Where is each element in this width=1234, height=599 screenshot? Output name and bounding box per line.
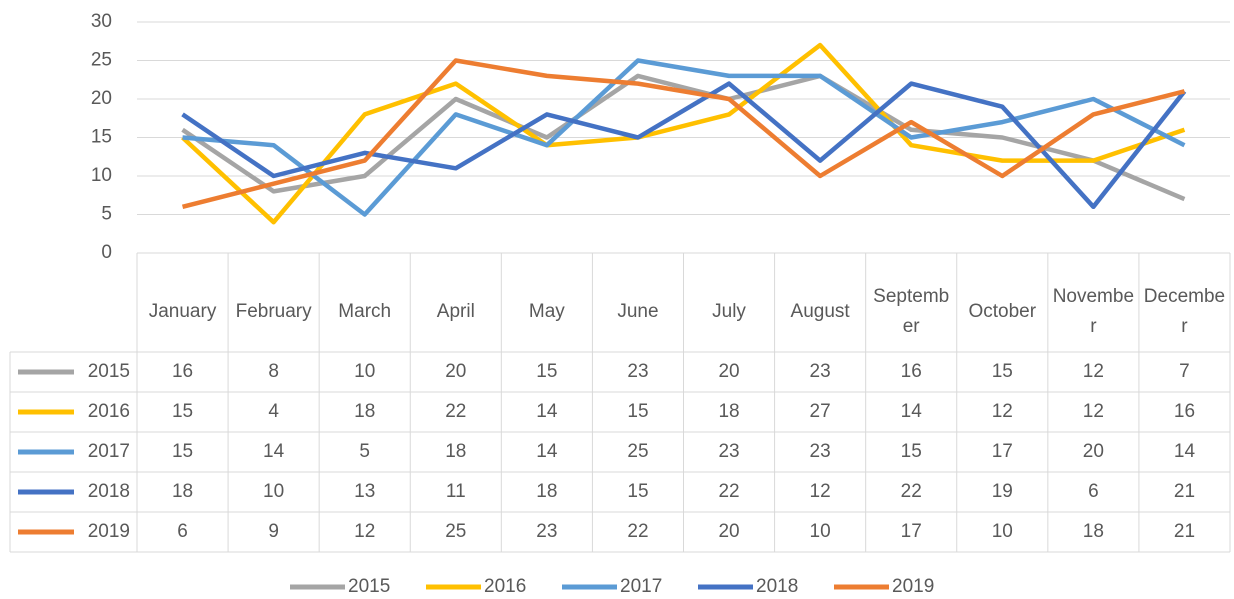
legend-label: 2015 bbox=[88, 361, 130, 382]
table-value: 17 bbox=[992, 441, 1013, 462]
table-value: 15 bbox=[627, 481, 648, 502]
table-value: 15 bbox=[992, 361, 1013, 382]
table-value: 23 bbox=[627, 361, 648, 382]
x-tick-label: May bbox=[528, 300, 565, 322]
table-value: 10 bbox=[263, 481, 284, 502]
table-value: 20 bbox=[718, 361, 739, 382]
table-value: 18 bbox=[718, 401, 739, 422]
legend-label: 2018 bbox=[756, 576, 798, 597]
series-line bbox=[182, 58, 1186, 217]
y-tick-label: 10 bbox=[91, 165, 112, 186]
table-value: 15 bbox=[901, 441, 922, 462]
legend-label: 2018 bbox=[88, 481, 130, 502]
table-value: 22 bbox=[718, 481, 739, 502]
y-tick-label: 30 bbox=[91, 11, 112, 32]
table-value: 15 bbox=[536, 361, 557, 382]
series-line bbox=[181, 42, 1186, 225]
legend-label: 2016 bbox=[88, 401, 130, 422]
table-value: 22 bbox=[445, 401, 466, 422]
table-value: 14 bbox=[263, 441, 285, 462]
table-value: 22 bbox=[901, 481, 922, 502]
x-tick-label: March bbox=[338, 300, 392, 322]
table-value: 18 bbox=[1083, 521, 1104, 542]
table-value: 18 bbox=[536, 481, 557, 502]
x-tick-label: January bbox=[148, 300, 217, 322]
table-value: 23 bbox=[718, 441, 739, 462]
table-value: 14 bbox=[536, 401, 558, 422]
table-value: 14 bbox=[1174, 441, 1196, 462]
table-value: 11 bbox=[446, 481, 466, 502]
table-value: 19 bbox=[992, 481, 1013, 502]
y-tick-label: 5 bbox=[101, 204, 112, 225]
table-value: 23 bbox=[536, 521, 557, 542]
legend-label: 2019 bbox=[88, 521, 130, 542]
table-value: 14 bbox=[901, 401, 923, 422]
table-value: 15 bbox=[627, 401, 648, 422]
x-tick-label: August bbox=[790, 300, 850, 322]
table-value: 27 bbox=[810, 401, 831, 422]
legend-label: 2017 bbox=[88, 441, 130, 462]
table-value: 21 bbox=[1174, 521, 1195, 542]
table-value: 10 bbox=[354, 361, 375, 382]
x-tick-label: June bbox=[617, 300, 659, 322]
table-value: 21 bbox=[1174, 481, 1195, 502]
table-value: 12 bbox=[810, 481, 831, 502]
table-value: 20 bbox=[1083, 441, 1104, 462]
legend-label: 2019 bbox=[892, 576, 934, 597]
legend-label: 2015 bbox=[348, 576, 390, 597]
x-tick-label: April bbox=[436, 300, 475, 322]
table-value: 15 bbox=[172, 401, 193, 422]
y-tick-label: 0 bbox=[101, 242, 112, 263]
y-tick-label: 20 bbox=[91, 88, 112, 109]
table-value: 20 bbox=[718, 521, 739, 542]
table-value: 14 bbox=[536, 441, 558, 462]
table-value: 25 bbox=[445, 521, 466, 542]
x-tick-label: July bbox=[712, 300, 746, 322]
series-line bbox=[181, 58, 1186, 209]
y-tick-label: 25 bbox=[91, 50, 112, 71]
table-value: 17 bbox=[901, 521, 922, 542]
table-value: 12 bbox=[354, 521, 375, 542]
series-line bbox=[181, 81, 1187, 210]
x-tick-label: November bbox=[1052, 285, 1135, 337]
table-value: 20 bbox=[445, 361, 466, 382]
series-line bbox=[181, 73, 1186, 202]
table-value: 18 bbox=[445, 441, 466, 462]
table-value: 6 bbox=[177, 521, 188, 542]
table-value: 16 bbox=[172, 361, 193, 382]
table-value: 13 bbox=[354, 481, 375, 502]
x-tick-label: December bbox=[1143, 285, 1226, 337]
table-value: 12 bbox=[1083, 401, 1104, 422]
table-value: 16 bbox=[901, 361, 922, 382]
table-value: 12 bbox=[1083, 361, 1104, 382]
table-value: 23 bbox=[810, 441, 831, 462]
table-value: 18 bbox=[172, 481, 193, 502]
y-tick-label: 15 bbox=[91, 127, 112, 148]
table-value: 16 bbox=[1174, 401, 1195, 422]
table-value: 10 bbox=[810, 521, 831, 542]
table-value: 5 bbox=[359, 441, 370, 462]
legend-label: 2017 bbox=[620, 576, 662, 597]
x-tick-label: October bbox=[968, 300, 1037, 322]
x-tick-label: February bbox=[235, 300, 312, 322]
table-value: 12 bbox=[992, 401, 1013, 422]
table-value: 8 bbox=[268, 361, 279, 382]
table-value: 15 bbox=[172, 441, 193, 462]
table-value: 25 bbox=[627, 441, 648, 462]
table-value: 18 bbox=[354, 401, 375, 422]
table-value: 23 bbox=[810, 361, 831, 382]
table-value: 7 bbox=[1179, 361, 1190, 382]
table-value: 6 bbox=[1088, 481, 1099, 502]
x-tick-label: September bbox=[873, 285, 950, 337]
table-value: 9 bbox=[268, 521, 279, 542]
table-value: 4 bbox=[268, 401, 279, 422]
table-value: 22 bbox=[627, 521, 648, 542]
table-value: 10 bbox=[992, 521, 1013, 542]
legend-label: 2016 bbox=[484, 576, 526, 597]
